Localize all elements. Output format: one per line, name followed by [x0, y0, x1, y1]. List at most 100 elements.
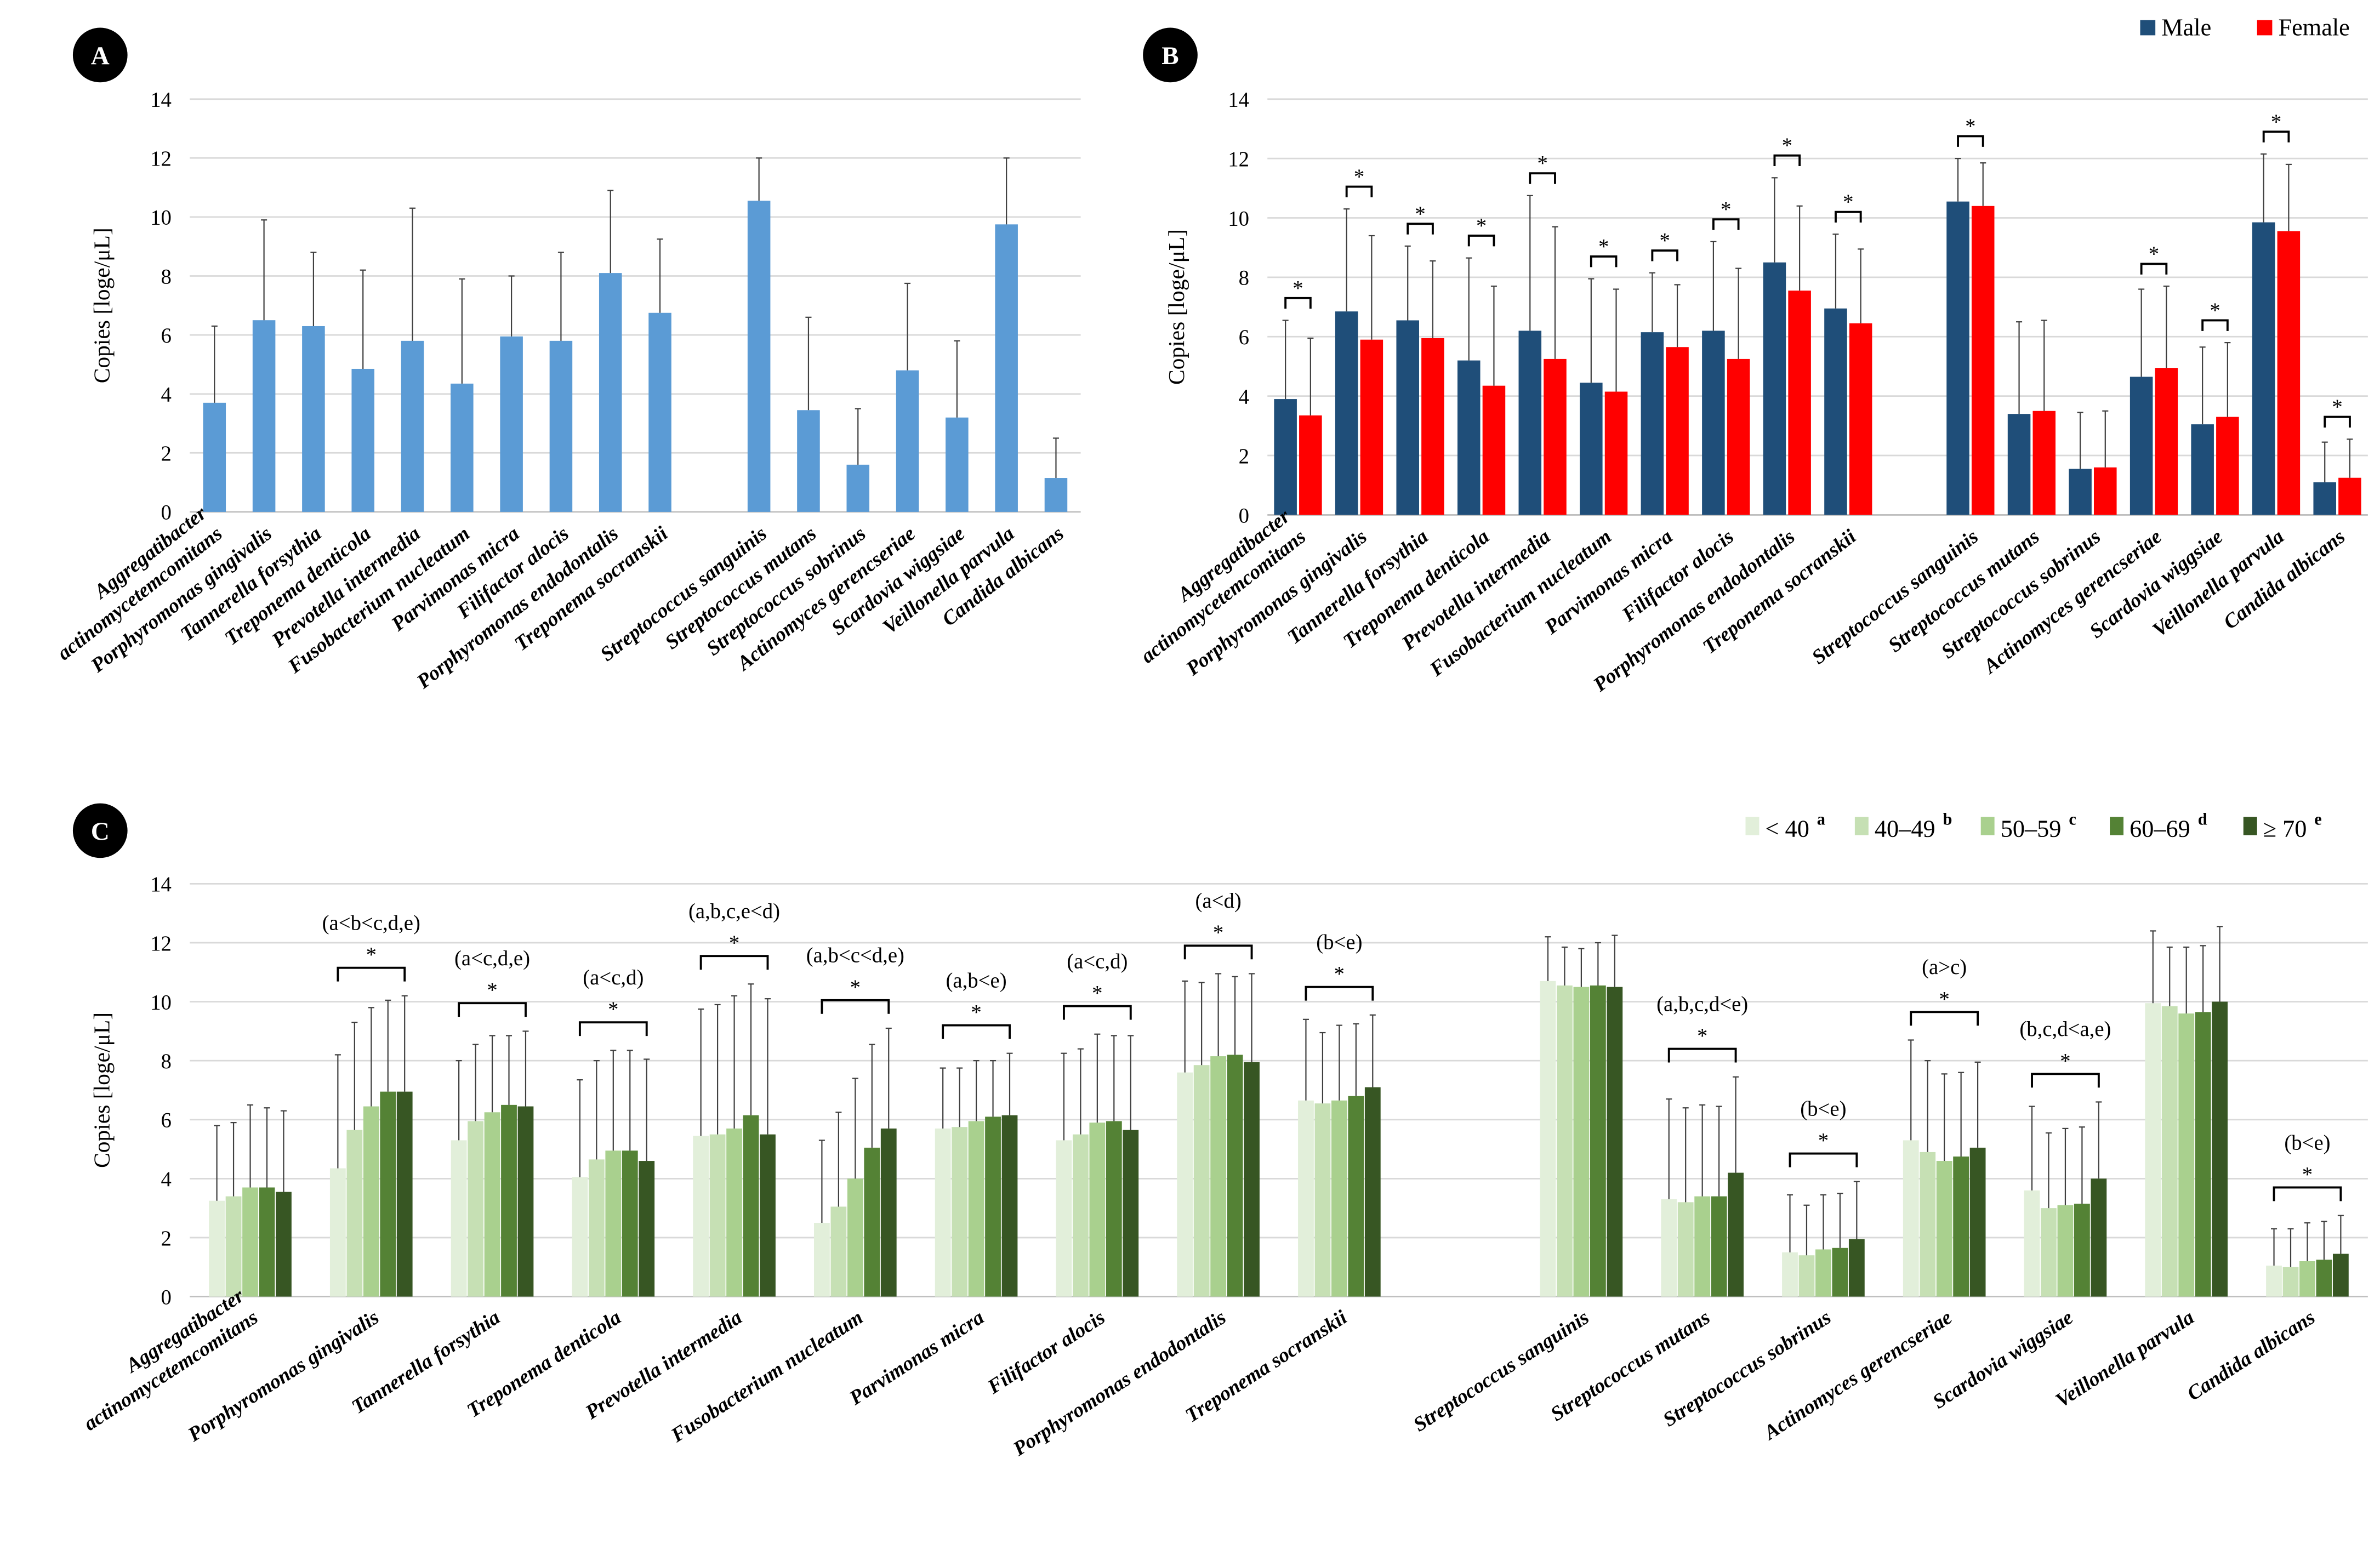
- y-tick-label: 14: [150, 873, 172, 896]
- bar: [1001, 1115, 1018, 1297]
- significance-bracket: [337, 966, 406, 982]
- comparison-annotation: (a,b,c,e<d): [688, 899, 780, 923]
- bar: [1849, 323, 1872, 515]
- significance-bracket: [1910, 1011, 1979, 1026]
- bar: [1518, 331, 1542, 515]
- significance-star: *: [850, 976, 861, 999]
- significance-star: *: [1354, 165, 1364, 189]
- significance-bracket: [821, 999, 890, 1014]
- bar: [693, 1136, 709, 1297]
- y-tick-label: 8: [1239, 266, 1249, 290]
- significance-star: *: [971, 1001, 981, 1024]
- legend-label: < 40 a: [1766, 810, 1825, 842]
- significance-bracket: [458, 1002, 527, 1017]
- significance-bracket: [1651, 249, 1678, 261]
- significance-star: *: [1598, 235, 1609, 258]
- y-tick-label: 12: [1228, 147, 1249, 171]
- x-category-label: Actinomyces gerencseriae: [1760, 1306, 1956, 1445]
- bar: [599, 273, 622, 512]
- bar: [946, 417, 969, 512]
- bar: [1815, 1249, 1831, 1297]
- y-tick-label: 10: [1228, 207, 1249, 230]
- legend-label: Male: [2161, 14, 2211, 41]
- significance-star: *: [366, 943, 377, 967]
- x-category-label: Porphyromonas endodontalis: [1009, 1306, 1230, 1461]
- bar: [1903, 1140, 1919, 1297]
- bar: [2032, 411, 2056, 515]
- significance-star: *: [2302, 1163, 2313, 1186]
- comparison-annotation: (b,c,d<a,e): [2019, 1017, 2111, 1041]
- bar: [259, 1187, 275, 1297]
- significance-bracket: [1345, 185, 1373, 197]
- legend-label: 40–49 b: [1875, 810, 1952, 842]
- x-category-label: Porphyromonas gingivalis: [184, 1306, 383, 1446]
- bar: [1193, 1065, 1210, 1297]
- bar: [995, 224, 1018, 512]
- significance-bracket: [1590, 255, 1618, 267]
- y-tick-label: 6: [161, 324, 172, 348]
- significance-bracket: [699, 955, 769, 970]
- bar: [2007, 414, 2031, 515]
- bar: [830, 1206, 847, 1297]
- bar: [2332, 1254, 2349, 1297]
- legend-label-name: ≥ 70: [2263, 815, 2307, 842]
- y-tick-label: 2: [161, 442, 172, 465]
- significance-bracket: [2201, 319, 2229, 331]
- significance-star: *: [1818, 1129, 1829, 1153]
- bar: [797, 410, 820, 512]
- significance-star: *: [1721, 198, 1731, 221]
- bar: [814, 1223, 830, 1297]
- bar: [1824, 308, 1847, 515]
- bar: [1482, 385, 1506, 515]
- bar: [1540, 981, 1556, 1297]
- legend-swatch: [1854, 817, 1869, 835]
- legend-swatch: [2243, 817, 2257, 835]
- bar: [209, 1200, 225, 1297]
- significance-bracket: [942, 1024, 1011, 1039]
- bar: [1971, 206, 1995, 515]
- y-tick-label: 12: [150, 147, 172, 170]
- bar: [1335, 311, 1358, 515]
- legend-swatch: [2110, 817, 2124, 835]
- y-tick-label: 6: [1239, 326, 1249, 349]
- legend-swatch: [2140, 20, 2156, 36]
- bar: [743, 1115, 759, 1297]
- significance-star: *: [729, 931, 739, 955]
- significance-bracket: [1284, 297, 1312, 309]
- significance-bracket: [1529, 172, 1556, 184]
- significance-bracket: [2140, 263, 2168, 275]
- bar: [935, 1128, 951, 1297]
- y-tick-label: 14: [1228, 88, 1249, 112]
- significance-star: *: [2149, 242, 2159, 266]
- significance-bracket: [1062, 1005, 1132, 1020]
- bar: [2316, 1260, 2332, 1297]
- comparison-annotation: (b<e): [2284, 1131, 2330, 1154]
- legend-label-name: 50–59: [2001, 815, 2062, 842]
- bar: [1177, 1072, 1193, 1297]
- bar: [985, 1117, 1001, 1297]
- y-tick-label: 0: [161, 501, 172, 525]
- significance-star: *: [1939, 987, 1949, 1011]
- bar: [2212, 1001, 2228, 1297]
- y-tick-label: 12: [150, 932, 172, 955]
- y-tick-label: 4: [161, 1167, 172, 1191]
- comparison-annotation: (a<c,d,e): [454, 947, 530, 970]
- bar: [1580, 383, 1603, 515]
- bar: [1298, 1100, 1314, 1297]
- significance-star: *: [1293, 276, 1303, 300]
- bar: [401, 340, 424, 512]
- legend-label: 50–59 c: [2001, 810, 2076, 842]
- bar: [203, 402, 226, 512]
- comparison-annotation: (a>c): [1922, 955, 1967, 979]
- bar: [1677, 1202, 1694, 1297]
- bar: [380, 1091, 396, 1297]
- bar: [846, 464, 870, 512]
- bar: [864, 1147, 880, 1297]
- bar: [242, 1187, 258, 1297]
- y-axis-title: Copies [loge/μL]: [1164, 229, 1189, 385]
- x-category-label: Parvimonas micra: [845, 1306, 988, 1410]
- bar: [451, 383, 474, 512]
- bar: [1348, 1096, 1364, 1297]
